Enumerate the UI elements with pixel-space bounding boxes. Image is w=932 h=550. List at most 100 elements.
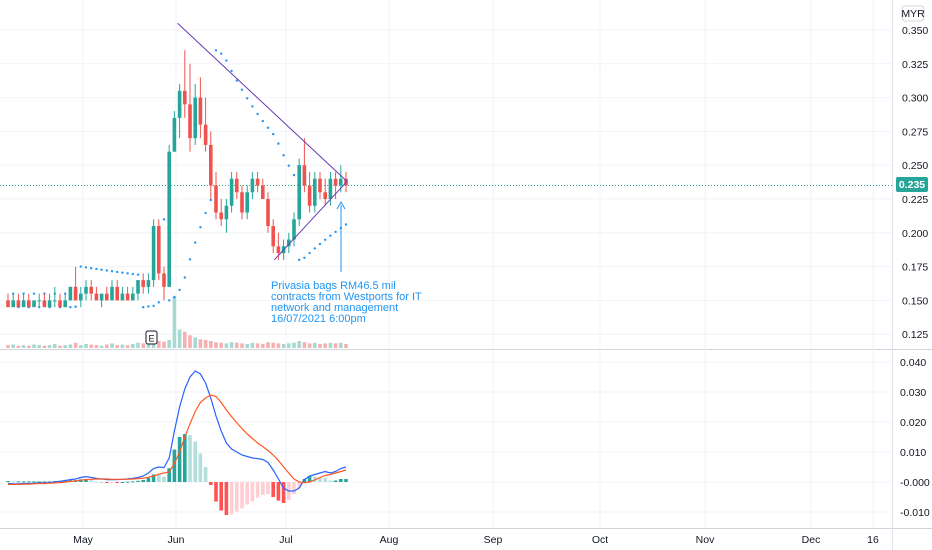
price-tick-label: 0.325	[902, 59, 928, 71]
sar-dot	[324, 238, 327, 241]
candle	[328, 171, 333, 206]
volume-bar	[73, 342, 78, 348]
candle	[94, 286, 99, 301]
volume-bar	[318, 343, 322, 348]
candle	[214, 171, 218, 220]
histogram-bar	[94, 481, 99, 483]
histogram-bar	[32, 481, 36, 483]
macd-lines	[7, 370, 347, 492]
histogram-bar	[240, 482, 244, 509]
histogram-bar	[333, 480, 338, 482]
histogram-bar	[318, 477, 322, 482]
histogram-bar	[209, 482, 213, 485]
candle	[245, 185, 249, 220]
sar-dot	[110, 270, 114, 273]
earnings-marker[interactable]: E	[145, 330, 158, 345]
candle	[141, 273, 145, 294]
volume-bar	[302, 342, 307, 348]
volume-bar	[235, 342, 239, 348]
resistance-trendline[interactable]	[177, 22, 348, 182]
histogram-bar	[6, 481, 10, 483]
volume-bar	[11, 344, 15, 348]
volume-bar	[193, 337, 197, 348]
volume-bar	[37, 345, 41, 348]
volume-bar	[266, 342, 270, 348]
volume-bar	[162, 341, 166, 348]
x-tick-label: Dec	[802, 534, 821, 546]
sar-dot	[162, 218, 166, 221]
histogram-bar	[146, 477, 151, 482]
candle	[16, 293, 21, 308]
sar-dot	[147, 305, 150, 308]
candle	[110, 280, 114, 301]
price-tick-label: 0.275	[902, 126, 928, 138]
histogram-bar	[105, 482, 109, 483]
histogram-bar	[224, 482, 229, 515]
candle	[235, 171, 239, 199]
volume-bar	[344, 343, 348, 348]
histogram-bar	[323, 478, 327, 482]
sar-dot	[90, 267, 93, 270]
macd-tick-label: 0.010	[900, 447, 926, 459]
histogram-bar	[157, 474, 161, 482]
volume-bar	[47, 345, 52, 348]
histogram-bar	[141, 479, 145, 482]
histogram-bar	[255, 482, 260, 498]
sar-dot	[292, 173, 296, 177]
volume-bar	[94, 345, 99, 348]
annotation-arrow-head-icon	[336, 200, 346, 210]
sar-dot	[214, 49, 218, 52]
volume-bar	[99, 345, 104, 348]
price-candles	[6, 50, 348, 308]
histogram-bar	[276, 482, 281, 501]
candle	[167, 144, 171, 287]
volume-bar	[125, 345, 130, 348]
volume-bar	[245, 343, 249, 348]
volume-bar	[281, 343, 286, 348]
histogram-bar	[120, 482, 125, 483]
volume-bar	[110, 343, 114, 348]
volume-bar	[224, 343, 229, 348]
candle	[125, 286, 130, 301]
trendline-drawings[interactable]	[177, 22, 348, 261]
volume-bar	[89, 344, 93, 348]
sar-dot	[121, 271, 124, 274]
histogram-bar	[193, 441, 197, 482]
volume-bar	[313, 342, 317, 348]
volume-bar	[328, 342, 333, 348]
support-trendline[interactable]	[274, 181, 348, 261]
sar-dot	[126, 272, 129, 275]
volume-bar	[271, 342, 275, 348]
volume-bar	[188, 335, 192, 348]
histogram-bar	[261, 482, 265, 495]
axes: May Jun Jul Aug Sep Oct Nov Dec 16 0.350 0.325 0.30…	[73, 25, 930, 546]
signal-line	[8, 394, 347, 485]
volume-bar	[141, 343, 145, 348]
volume-bar	[131, 343, 135, 348]
annotation-line-4: 16/07/2021 6:00pm	[271, 313, 366, 325]
histogram-bar	[214, 482, 218, 502]
parabolic-sar-dots	[12, 49, 348, 309]
volume-bar	[16, 345, 21, 348]
volume-bars	[6, 295, 348, 348]
sar-dot	[183, 276, 186, 279]
volume-bar	[203, 339, 208, 348]
sar-dot	[272, 132, 275, 136]
histogram-bar	[229, 482, 234, 515]
candle	[209, 131, 213, 199]
sar-dot	[313, 247, 316, 250]
x-tick-label: 16	[867, 534, 879, 546]
sar-dot	[240, 88, 244, 91]
volume-bar	[6, 345, 10, 348]
sar-dot	[116, 270, 119, 274]
news-annotation[interactable]: Privasia bags RM46.5 mil contracts from …	[271, 200, 422, 325]
macd-tick-label: 0.040	[900, 357, 926, 369]
candle	[89, 280, 93, 301]
sar-dot	[235, 79, 238, 82]
currency-badge[interactable]: MYR	[901, 5, 925, 22]
last-price-value: 0.235	[899, 179, 925, 191]
volume-bar	[229, 342, 234, 348]
macd-histogram	[6, 434, 348, 515]
